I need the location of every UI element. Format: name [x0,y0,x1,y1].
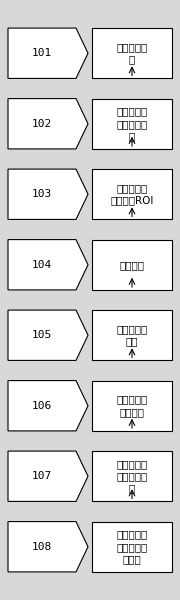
Polygon shape [8,521,88,572]
Text: 最小距离法
计算接缝宽
度: 最小距离法 计算接缝宽 度 [116,459,148,494]
Text: 亚像素边缘
检测: 亚像素边缘 检测 [116,324,148,346]
Text: 图像采集并
测定拍摄距
离: 图像采集并 测定拍摄距 离 [116,106,148,141]
FancyBboxPatch shape [92,169,172,220]
Polygon shape [8,98,88,149]
FancyBboxPatch shape [92,380,172,431]
Text: 图像平滑: 图像平滑 [120,260,145,270]
Text: 102: 102 [32,119,52,129]
Polygon shape [8,451,88,502]
Polygon shape [8,169,88,220]
Text: 107: 107 [32,471,52,481]
Text: 106: 106 [32,401,52,411]
Text: 105: 105 [32,330,52,340]
FancyBboxPatch shape [92,310,172,361]
Polygon shape [8,28,88,79]
Text: 103: 103 [32,189,52,199]
Polygon shape [8,310,88,361]
Text: 转化灰度图
像并选择ROI: 转化灰度图 像并选择ROI [110,183,154,205]
FancyBboxPatch shape [92,98,172,149]
FancyBboxPatch shape [92,28,172,79]
Text: 104: 104 [32,260,52,270]
Text: 101: 101 [32,48,52,58]
FancyBboxPatch shape [92,239,172,290]
FancyBboxPatch shape [92,451,172,502]
Polygon shape [8,380,88,431]
Text: 目标接缝边
缘的识别: 目标接缝边 缘的识别 [116,395,148,417]
Text: 按标定比例
计算接缝实
际宽度: 按标定比例 计算接缝实 际宽度 [116,529,148,564]
Text: 相机内参标
定: 相机内参标 定 [116,42,148,64]
Text: 108: 108 [32,542,52,552]
Polygon shape [8,239,88,290]
FancyBboxPatch shape [92,521,172,572]
